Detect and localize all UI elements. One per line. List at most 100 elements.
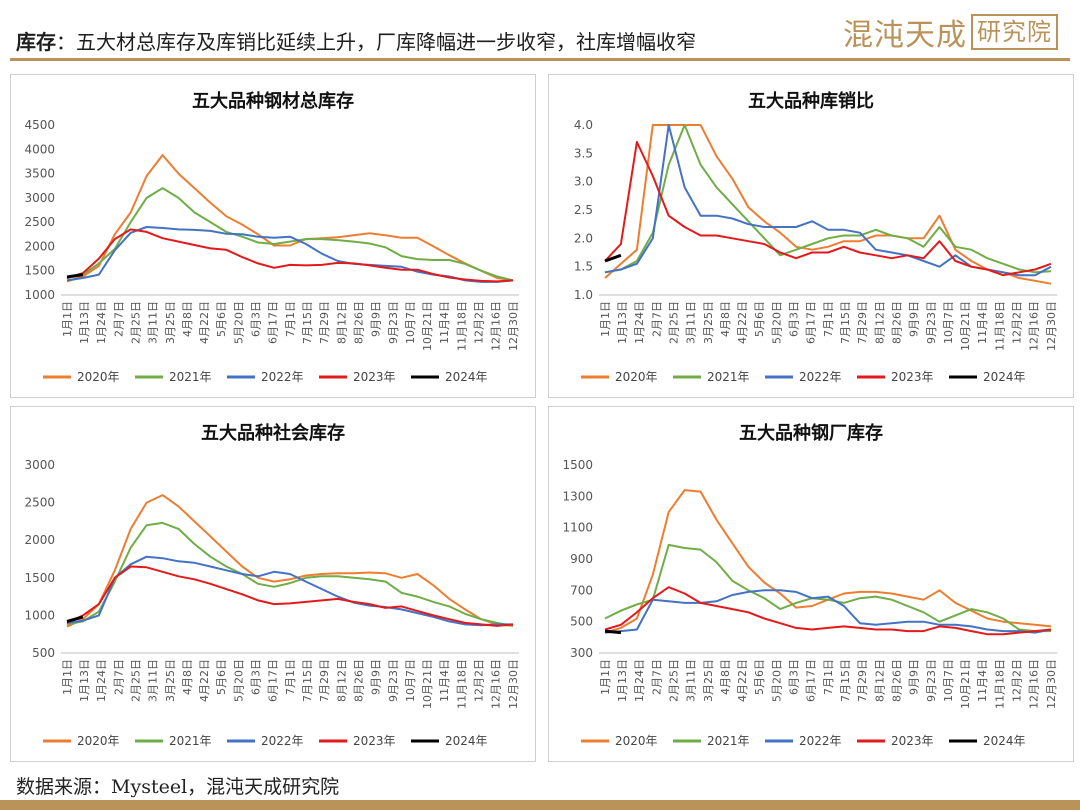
x-tick-label: 5月6日 bbox=[753, 301, 766, 337]
chart-panel-mill-inventory: 300 500 700 900 1100 1300 1500 1月1日 1月13日 1月24日 2月… bbox=[548, 406, 1074, 762]
x-tick-label: 4月22日 bbox=[198, 301, 211, 344]
y-tick-label: 4.0 bbox=[574, 118, 593, 132]
x-tick-label: 1月1日 bbox=[61, 301, 74, 337]
legend-label: 2022年 bbox=[261, 734, 304, 748]
legend-label: 2021年 bbox=[169, 370, 212, 384]
x-tick-label: 4月8日 bbox=[181, 301, 194, 337]
x-tick-label: 1月24日 bbox=[633, 301, 646, 344]
x-tick-label: 1月13日 bbox=[616, 301, 629, 344]
x-tick-label: 5月6日 bbox=[215, 659, 228, 695]
brand-boxed-text: 研究院 bbox=[971, 14, 1058, 50]
series-line-2023 bbox=[66, 228, 514, 283]
series-line-2021 bbox=[66, 187, 514, 282]
x-tick-label: 10月21日 bbox=[959, 659, 972, 709]
series-line-2022 bbox=[66, 555, 513, 627]
y-tick-label: 2.5 bbox=[574, 203, 593, 217]
x-tick-label: 4月22日 bbox=[198, 659, 211, 702]
y-tick-label: 3500 bbox=[24, 167, 55, 181]
series-line-2021 bbox=[604, 124, 1052, 274]
series-line-2024 bbox=[66, 273, 84, 279]
y-tick-label: 3.5 bbox=[574, 146, 593, 160]
x-tick-label: 11月4日 bbox=[438, 301, 451, 344]
x-tick-label: 2月25日 bbox=[129, 659, 142, 702]
legend-label: 2024年 bbox=[983, 734, 1026, 748]
page-title: 库存：五大材总库存及库销比延续上升，厂库降幅进一步收窄，社库增幅收窄 bbox=[16, 26, 696, 55]
chart-title: 五大品种钢厂库存 bbox=[739, 423, 883, 444]
x-tick-label: 9月9日 bbox=[370, 659, 383, 695]
series-line-2020 bbox=[604, 124, 1052, 285]
brand-text: 混沌天成 bbox=[843, 18, 967, 53]
legend-label: 2022年 bbox=[799, 734, 842, 748]
x-tick-label: 8月26日 bbox=[890, 301, 903, 344]
x-tick-label: 9月9日 bbox=[370, 301, 383, 337]
y-tick-label: 1.5 bbox=[574, 260, 593, 274]
chart-title: 五大品种钢材总库存 bbox=[192, 91, 354, 112]
legend-label: 2023年 bbox=[891, 734, 934, 748]
x-tick-label: 10月7日 bbox=[942, 301, 955, 344]
x-tick-label: 4月8日 bbox=[719, 659, 732, 695]
x-tick-label: 10月21日 bbox=[959, 301, 972, 351]
x-tick-label: 7月1日 bbox=[284, 301, 297, 337]
y-tick-label: 2000 bbox=[24, 533, 55, 547]
x-tick-label: 11月4日 bbox=[976, 301, 989, 344]
chart-panel-social-inventory: 500 1000 1500 2000 2500 3000 1月1日 1月13日 1月24日 2月7… bbox=[10, 406, 536, 762]
x-tick-label: 1月24日 bbox=[633, 659, 646, 702]
x-tick-label: 2月7日 bbox=[650, 659, 663, 695]
x-tick-label: 2月25日 bbox=[667, 659, 680, 702]
y-tick-label: 3000 bbox=[24, 458, 55, 472]
y-tick-label: 3.0 bbox=[574, 175, 593, 189]
legend-label: 2021年 bbox=[169, 734, 212, 748]
legend-label: 2021年 bbox=[707, 370, 750, 384]
x-tick-label: 8月12日 bbox=[873, 301, 886, 344]
x-tick-label: 9月9日 bbox=[908, 659, 921, 695]
chart-panel-inventory-sales-ratio: 1.0 1.5 2.0 2.5 3.0 3.5 4.0 1月1日 1月13日 1月24日 2月7日 2… bbox=[548, 74, 1074, 398]
x-tick-label: 11月18日 bbox=[455, 301, 468, 351]
x-tick-label: 11月18日 bbox=[993, 301, 1006, 351]
x-tick-label: 4月8日 bbox=[719, 301, 732, 337]
legend-label: 2020年 bbox=[615, 734, 658, 748]
y-tick-label: 4500 bbox=[24, 118, 55, 132]
x-tick-label: 2月25日 bbox=[667, 301, 680, 344]
chart-title: 五大品种库销比 bbox=[748, 91, 874, 112]
x-tick-label: 7月1日 bbox=[284, 659, 297, 695]
x-tick-label: 3月25日 bbox=[164, 659, 177, 702]
x-tick-label: 10月7日 bbox=[404, 301, 417, 344]
x-tick-label: 9月23日 bbox=[387, 301, 400, 344]
x-tick-label: 12月30日 bbox=[507, 301, 520, 351]
x-tick-label: 8月26日 bbox=[352, 659, 365, 702]
y-tick-label: 2500 bbox=[24, 215, 55, 229]
legend-label: 2024年 bbox=[445, 370, 488, 384]
footer-bar bbox=[0, 800, 1080, 810]
y-tick-label: 1000 bbox=[24, 288, 55, 302]
x-tick-label: 3月11日 bbox=[685, 659, 698, 702]
x-tick-label: 6月17日 bbox=[267, 659, 280, 702]
y-tick-label: 900 bbox=[570, 552, 593, 566]
y-tick-label: 700 bbox=[570, 583, 593, 597]
x-tick-label: 1月13日 bbox=[78, 301, 91, 344]
y-tick-label: 500 bbox=[32, 646, 55, 660]
x-tick-label: 9月23日 bbox=[925, 301, 938, 344]
x-tick-label: 1月13日 bbox=[78, 659, 91, 702]
data-source-note: 数据来源：Mysteel，混沌天成研究院 bbox=[16, 776, 340, 798]
legend-label: 2020年 bbox=[615, 370, 658, 384]
x-tick-label: 5月6日 bbox=[753, 659, 766, 695]
x-tick-label: 11月4日 bbox=[976, 659, 989, 702]
x-tick-label: 2月25日 bbox=[129, 301, 142, 344]
x-tick-label: 11月18日 bbox=[455, 659, 468, 709]
x-tick-label: 6月17日 bbox=[805, 301, 818, 344]
chart-panel-total-inventory: 1000 1500 2000 2500 3000 3500 4000 4500 1月1日 1月13… bbox=[10, 74, 536, 398]
x-tick-label: 3月11日 bbox=[147, 659, 160, 702]
chart-svg: 500 1000 1500 2000 2500 3000 1月1日 1月13日 1月24日 2月7… bbox=[24, 458, 519, 748]
x-tick-label: 8月12日 bbox=[335, 659, 348, 702]
x-tick-label: 7月29日 bbox=[318, 301, 331, 344]
x-tick-label: 7月1日 bbox=[822, 301, 835, 337]
x-tick-label: 12月16日 bbox=[1028, 659, 1041, 709]
y-tick-label: 500 bbox=[570, 615, 593, 629]
header: 库存：五大材总库存及库销比延续上升，厂库降幅进一步收窄，社库增幅收窄 混沌天成 … bbox=[0, 0, 1080, 62]
series-line-2021 bbox=[604, 543, 1051, 633]
x-tick-label: 5月20日 bbox=[232, 301, 245, 344]
legend-label: 2022年 bbox=[799, 370, 842, 384]
x-tick-label: 10月7日 bbox=[404, 659, 417, 702]
legend-label: 2023年 bbox=[353, 370, 396, 384]
x-tick-label: 8月26日 bbox=[352, 301, 365, 344]
